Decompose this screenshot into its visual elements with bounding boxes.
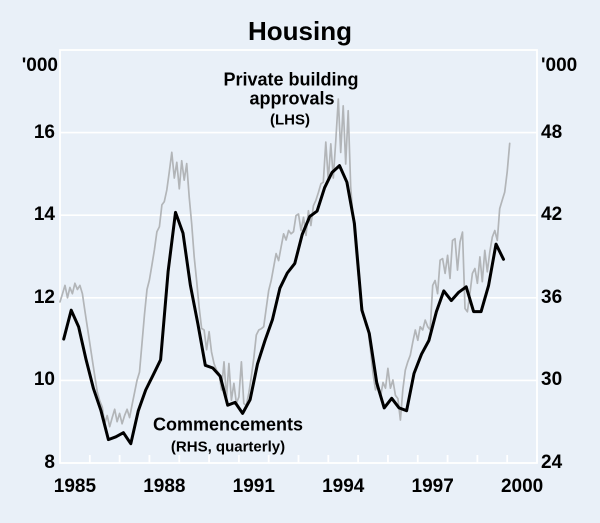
left-axis-tick-label: 10 <box>33 369 55 391</box>
x-axis-year-label: 1985 <box>53 476 97 497</box>
approvals-annotation-line1: Private building <box>223 69 359 90</box>
right-axis-tick-label: 48 <box>541 121 563 143</box>
left-axis-tick-label: 8 <box>44 452 55 473</box>
right-axis-tick-label: 36 <box>541 286 563 308</box>
right-axis-unit: '000 <box>541 55 578 76</box>
x-axis-year-label: 1991 <box>232 476 275 497</box>
right-axis-tick-label: 30 <box>541 369 563 391</box>
x-axis-year-label: 2000 <box>500 476 544 497</box>
approvals-annotation-line2: approvals <box>249 88 335 109</box>
right-axis-tick-label: 24 <box>541 452 563 473</box>
x-axis-year-label: 1994 <box>322 476 365 497</box>
approvals-annotation-lhs: (LHS) <box>270 111 310 129</box>
x-axis-year-label: 1997 <box>411 476 454 497</box>
x-axis-year-label: 1988 <box>143 476 186 497</box>
chart-title: Housing <box>248 16 352 46</box>
left-axis-tick-label: 16 <box>33 121 55 143</box>
left-axis-tick-label: 14 <box>33 204 55 226</box>
commencements-annotation-line1: Commencements <box>152 414 304 435</box>
left-axis-unit: '000 <box>21 55 58 76</box>
left-axis-tick-label: 12 <box>33 286 55 308</box>
commencements-line <box>62 164 505 446</box>
right-axis-tick-label: 42 <box>541 204 563 226</box>
plot-frame <box>59 49 538 464</box>
commencements-annotation-line2: (RHS, quarterly) <box>170 438 286 456</box>
approvals-line <box>59 98 511 428</box>
